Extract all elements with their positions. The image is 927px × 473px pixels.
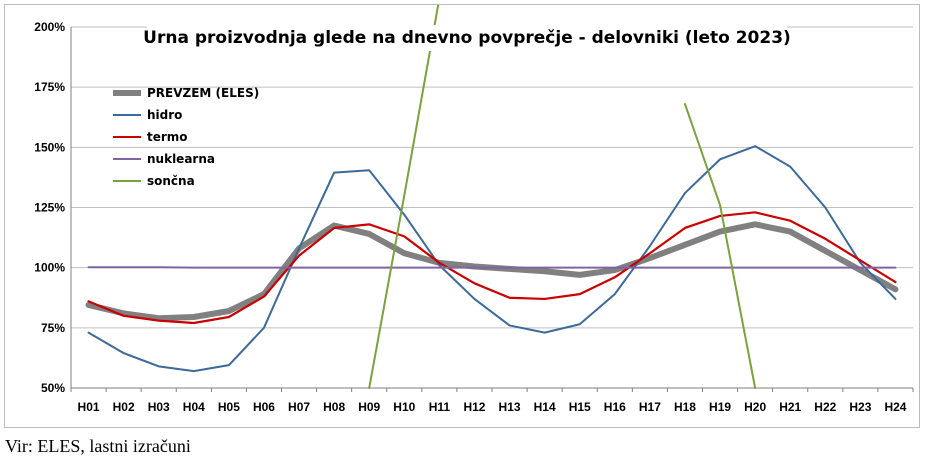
x-tick-label: H04 [183, 400, 205, 414]
x-tick-label: H21 [779, 400, 801, 414]
x-tick-label: H23 [849, 400, 871, 414]
x-tick-label: H13 [499, 400, 521, 414]
x-tick-label: H24 [884, 400, 906, 414]
x-tick-label: H17 [639, 400, 661, 414]
x-tick-label: H14 [534, 400, 556, 414]
line-chart: 50% 75% 100% 125% 150% 175% 200% H01 H02 H03 H04 H0… [34, 5, 914, 414]
y-tick-label: 175% [34, 80, 65, 94]
y-tick-label: 125% [34, 201, 65, 215]
x-tick-label: H22 [814, 400, 836, 414]
y-tick-label: 200% [34, 20, 65, 34]
y-tick-label: 50% [41, 381, 65, 395]
x-tick-label: H07 [288, 400, 310, 414]
legend-label: hidro [147, 108, 182, 122]
legend-label: termo [147, 130, 188, 144]
legend-label: nuklearna [147, 152, 215, 166]
x-tick-label: H16 [604, 400, 626, 414]
y-tick-label: 150% [34, 140, 65, 154]
source-note: Vir: ELES, lastni izračuni [5, 436, 191, 456]
chart-title: Urna proizvodnja glede na dnevno povpreč… [143, 28, 791, 48]
x-tick-label: H20 [744, 400, 766, 414]
x-tick-label: H02 [113, 400, 135, 414]
y-tick-label: 100% [34, 261, 65, 275]
x-tick-label: H12 [463, 400, 485, 414]
x-tick-label: H11 [429, 400, 451, 414]
x-tick-label: H18 [674, 400, 696, 414]
chart-frame: 50% 75% 100% 125% 150% 175% 200% H01 H02 H03 H04 H0… [4, 4, 920, 428]
x-tick-label: H01 [78, 400, 100, 414]
x-tick-label: H10 [393, 400, 415, 414]
x-tick-label: H09 [358, 400, 380, 414]
x-tick-label: H03 [148, 400, 170, 414]
series-line-5 [368, 5, 757, 389]
series-line-1 [85, 221, 899, 322]
y-tick-label: 75% [41, 321, 65, 335]
series-line-2 [87, 145, 897, 373]
x-tick-label: H15 [569, 400, 591, 414]
x-tick-label: H06 [253, 400, 275, 414]
series-line-3 [87, 211, 897, 325]
legend-label: PREVZEM (ELES) [147, 86, 259, 100]
title-background [147, 25, 787, 51]
legend-label: sončna [147, 174, 195, 188]
x-tick-label: H05 [218, 400, 240, 414]
x-tick-label: H08 [323, 400, 345, 414]
x-tick-label: H19 [709, 400, 731, 414]
